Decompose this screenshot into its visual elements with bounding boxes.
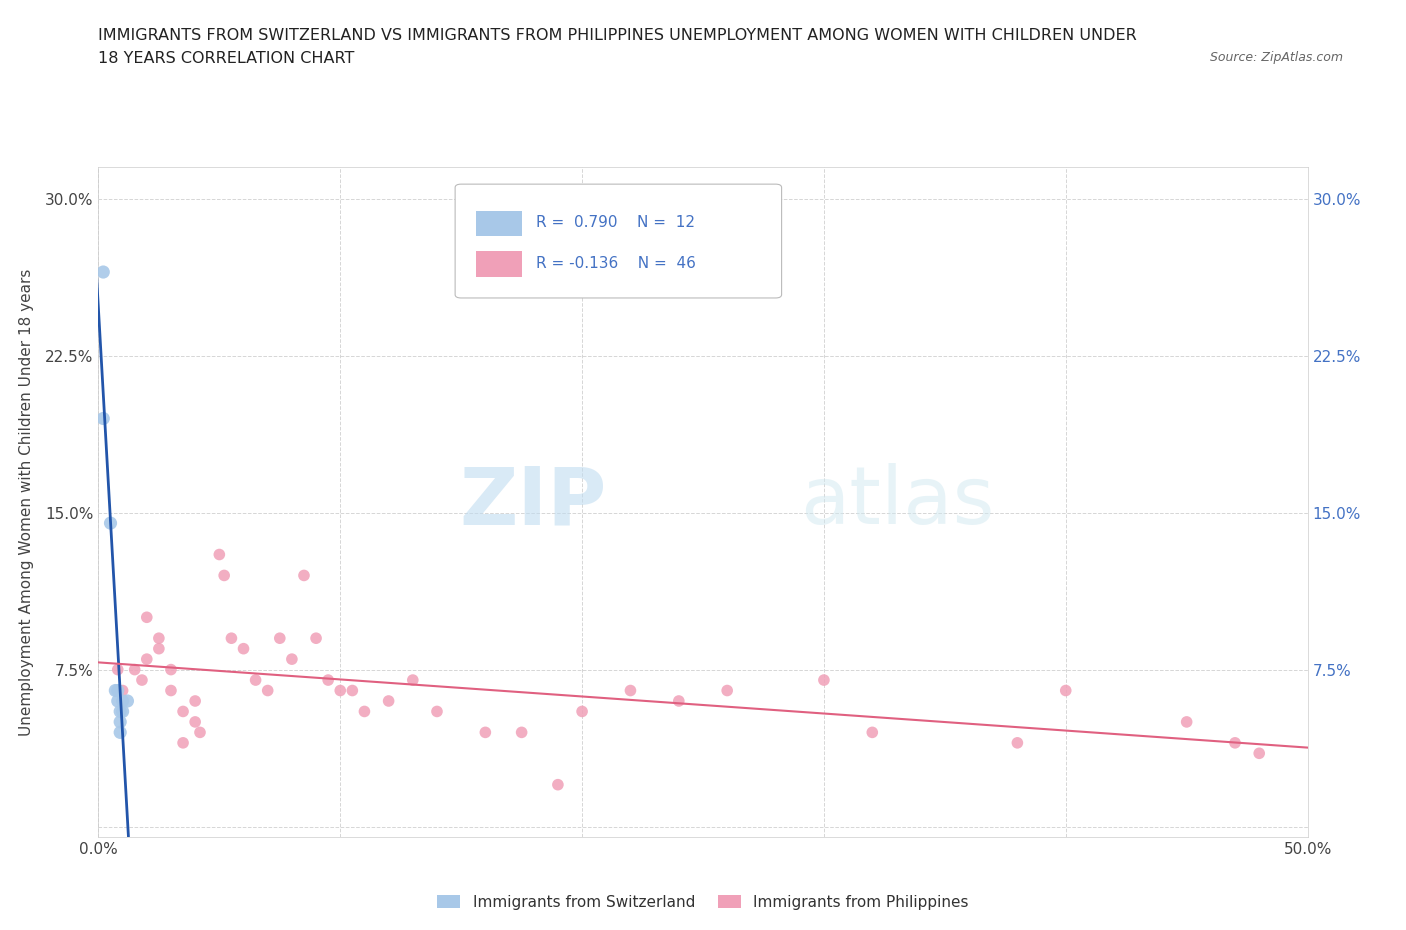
Point — [353, 704, 375, 719]
Point — [131, 672, 153, 687]
Point — [813, 672, 835, 687]
Point — [426, 704, 449, 719]
Text: R =  0.790    N =  12: R = 0.790 N = 12 — [536, 216, 695, 231]
Point — [107, 662, 129, 677]
Point — [305, 631, 328, 645]
Point — [342, 683, 364, 698]
Point — [510, 725, 533, 740]
Point — [108, 714, 131, 729]
Point — [111, 694, 134, 709]
Text: atlas: atlas — [800, 463, 994, 541]
Legend: Immigrants from Switzerland, Immigrants from Philippines: Immigrants from Switzerland, Immigrants … — [437, 895, 969, 910]
Point — [160, 683, 183, 698]
Point — [269, 631, 291, 645]
Point — [619, 683, 641, 698]
Point — [111, 704, 134, 719]
Point — [117, 694, 139, 709]
Point — [108, 725, 131, 740]
Point — [188, 725, 211, 740]
Point — [91, 265, 114, 280]
Point — [111, 683, 134, 698]
Point — [221, 631, 243, 645]
Point — [1175, 714, 1198, 729]
Point — [232, 642, 254, 657]
Point — [316, 672, 339, 687]
Point — [256, 683, 278, 698]
FancyBboxPatch shape — [456, 184, 782, 298]
Point — [292, 568, 315, 583]
Text: IMMIGRANTS FROM SWITZERLAND VS IMMIGRANTS FROM PHILIPPINES UNEMPLOYMENT AMONG WO: IMMIGRANTS FROM SWITZERLAND VS IMMIGRANT… — [98, 28, 1137, 43]
Point — [104, 683, 127, 698]
Point — [281, 652, 304, 667]
Point — [135, 610, 157, 625]
Text: 18 YEARS CORRELATION CHART: 18 YEARS CORRELATION CHART — [98, 51, 354, 66]
FancyBboxPatch shape — [475, 211, 522, 236]
Point — [160, 662, 183, 677]
Point — [571, 704, 593, 719]
Point — [377, 694, 399, 709]
Point — [245, 672, 267, 687]
FancyBboxPatch shape — [475, 251, 522, 276]
Point — [172, 704, 194, 719]
Point — [108, 704, 131, 719]
Point — [1054, 683, 1077, 698]
Point — [107, 694, 129, 709]
Point — [402, 672, 425, 687]
Point — [860, 725, 883, 740]
Point — [135, 652, 157, 667]
Text: R = -0.136    N =  46: R = -0.136 N = 46 — [536, 256, 696, 271]
Point — [208, 547, 231, 562]
Point — [148, 631, 170, 645]
Point — [547, 777, 569, 792]
Y-axis label: Unemployment Among Women with Children Under 18 years: Unemployment Among Women with Children U… — [18, 269, 34, 736]
Point — [668, 694, 690, 709]
Point — [91, 411, 114, 426]
Point — [172, 736, 194, 751]
Point — [212, 568, 235, 583]
Point — [148, 642, 170, 657]
Point — [107, 683, 129, 698]
Point — [184, 714, 207, 729]
Point — [184, 694, 207, 709]
Point — [329, 683, 352, 698]
Point — [1249, 746, 1271, 761]
Point — [716, 683, 738, 698]
Point — [124, 662, 146, 677]
Point — [1223, 736, 1246, 751]
Point — [1007, 736, 1029, 751]
Point — [474, 725, 496, 740]
Text: ZIP: ZIP — [458, 463, 606, 541]
Text: Source: ZipAtlas.com: Source: ZipAtlas.com — [1209, 51, 1343, 64]
Point — [100, 516, 122, 531]
